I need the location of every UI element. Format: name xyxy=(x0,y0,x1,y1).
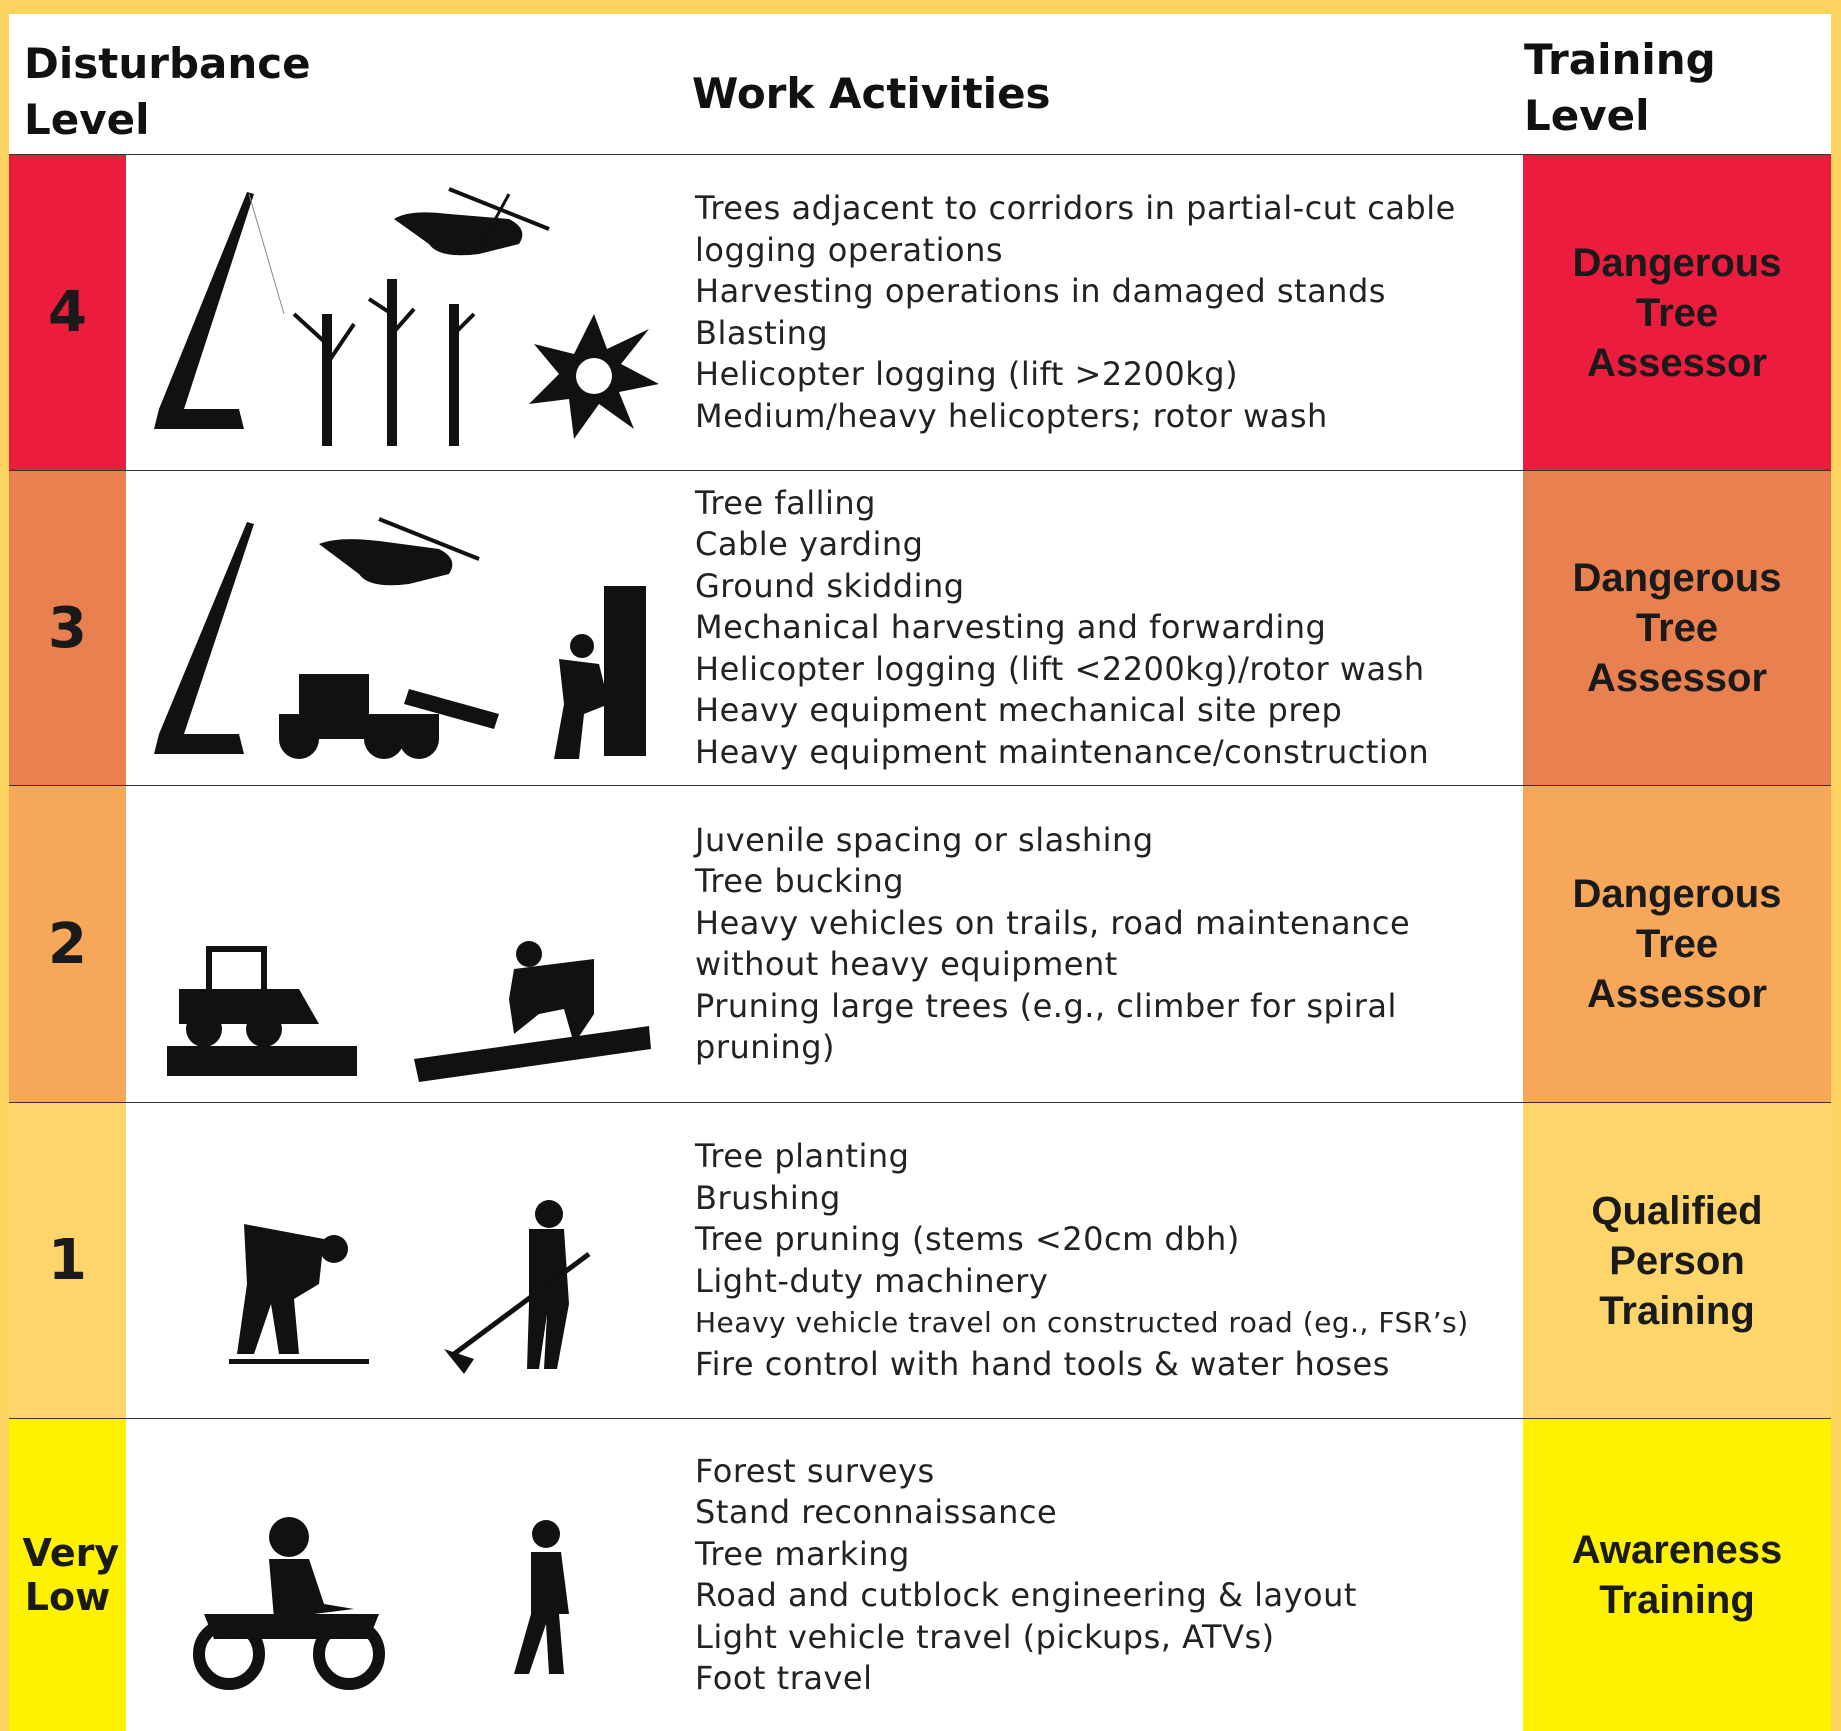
training-line: Dangerous xyxy=(1572,872,1782,916)
activity-line: Heavy equipment maintenance/construction xyxy=(695,732,1430,771)
training-line: Dangerous xyxy=(1572,240,1782,285)
activity-line: Ground skidding xyxy=(695,566,965,605)
disturbance-level: Very Low xyxy=(9,1419,126,1731)
training-line: Qualified xyxy=(1591,1188,1763,1233)
activity-line: Forest surveys xyxy=(695,1451,935,1490)
header-disturbance: Disturbance Level xyxy=(24,36,311,148)
level-text: 2 xyxy=(48,911,87,977)
table-row: 2 Juvenile spacing or slashing Tree buckin… xyxy=(9,785,1831,1102)
training-line: Tree xyxy=(1635,290,1719,335)
header-line: Level xyxy=(1524,91,1650,140)
activity-line: Stand reconnaissance xyxy=(695,1493,1058,1531)
activity-line: Road and cutblock engineering & layout xyxy=(695,1576,1357,1614)
level-text: Very Low xyxy=(22,1531,120,1619)
activity-line: pruning) xyxy=(695,1028,835,1066)
activity-line: Light-duty machinery xyxy=(695,1261,1049,1300)
training-line: Awareness xyxy=(1571,1528,1783,1572)
disturbance-level: 1 xyxy=(9,1103,126,1418)
table: Disturbance Level Work Activities Traini… xyxy=(9,14,1831,1731)
disturbance-level: 2 xyxy=(9,786,126,1102)
header-activities: Work Activities xyxy=(692,69,1051,118)
training-level: Dangerous Tree Assessor xyxy=(1523,786,1831,1102)
work-activities: Tree planting Brushing Tree pruning (stems… xyxy=(695,1103,1515,1418)
activity-line: Harvesting operations in damaged stands xyxy=(695,272,1386,310)
activity-line: Helicopter logging (lift <2200kg)/rotor … xyxy=(695,649,1425,688)
activity-line: Helicopter logging (lift >2200kg) xyxy=(695,355,1239,393)
brusher-icon xyxy=(444,1200,591,1374)
work-activities: Tree falling Cable yarding Ground skidding… xyxy=(695,471,1515,785)
faller-icon xyxy=(554,586,646,759)
activity-line: Tree falling xyxy=(695,483,876,522)
training-line: Dangerous xyxy=(1572,556,1782,600)
activity-line: Foot travel xyxy=(695,1659,873,1697)
activity-line: Mechanical harvesting and forwarding xyxy=(695,608,1327,647)
header-line: Level xyxy=(24,95,150,144)
helicopter-icon xyxy=(319,517,480,586)
work-activities: Forest surveys Stand reconnaissance Tree m… xyxy=(695,1419,1515,1731)
helicopter-icon xyxy=(394,187,550,256)
table-row: 3 Tree falling Cable yarding Ground skiddin… xyxy=(9,470,1831,785)
activity-line: Cable yarding xyxy=(695,525,924,564)
header-training: Training Level xyxy=(1524,32,1716,144)
activity-line: without heavy equipment xyxy=(695,945,1118,983)
activity-line: Heavy vehicles on trails, road maintenan… xyxy=(695,903,1411,942)
disturbance-level: 4 xyxy=(9,155,126,470)
activity-line: Light vehicle travel (pickups, ATVs) xyxy=(695,1617,1275,1656)
trees-icon xyxy=(292,279,476,446)
skidder-icon xyxy=(279,674,499,759)
activity-line: Tree pruning (stems <20cm dbh) xyxy=(695,1220,1240,1258)
work-activities: Trees adjacent to corridors in partial-c… xyxy=(695,155,1515,470)
activity-line: Heavy equipment mechanical site prep xyxy=(695,691,1343,730)
activity-line: Tree marking xyxy=(695,1534,910,1573)
crane-icon xyxy=(154,192,285,429)
training-level: Dangerous Tree Assessor xyxy=(1523,155,1831,470)
training-line: Tree xyxy=(1635,922,1719,966)
training-line: Tree xyxy=(1635,606,1719,650)
activity-line: Brushing xyxy=(695,1178,841,1217)
training-line: Training xyxy=(1599,1578,1755,1622)
walker-icon xyxy=(514,1520,569,1674)
explosion-icon xyxy=(529,314,659,439)
activity-line: Heavy vehicle travel on constructed road… xyxy=(695,1306,1469,1339)
training-line: Training xyxy=(1599,1288,1755,1333)
training-line: Assessor xyxy=(1586,340,1768,385)
activity-line: Pruning large trees (e.g., climber for s… xyxy=(695,986,1397,1025)
skid-steer-icon xyxy=(167,946,357,1076)
training-level: Qualified Person Training xyxy=(1523,1103,1831,1418)
training-line: Assessor xyxy=(1586,972,1768,1016)
activity-line: Tree bucking xyxy=(695,862,905,900)
table-row: 1 Tree planting Brushing Tree pruning (stem… xyxy=(9,1102,1831,1418)
header-line: Disturbance xyxy=(24,39,311,88)
activity-line: Trees adjacent to corridors in partial-c… xyxy=(695,189,1456,227)
crane-icon xyxy=(154,522,254,754)
disturbance-level: 3 xyxy=(9,471,126,785)
activity-line: Fire control with hand tools & water hos… xyxy=(695,1344,1390,1383)
bucker-icon xyxy=(414,941,651,1082)
table-row: Very Low Forest surveys Stand reconnaissan… xyxy=(9,1418,1831,1731)
planter-icon xyxy=(229,1224,369,1364)
atv-icon xyxy=(193,1517,385,1690)
level-text: 3 xyxy=(48,595,87,661)
activity-line: logging operations xyxy=(695,230,1004,269)
level-text: 1 xyxy=(48,1228,87,1293)
training-line: Assessor xyxy=(1586,656,1768,700)
level-text: 4 xyxy=(48,280,87,345)
icons xyxy=(154,187,659,1690)
table-row: 4 Trees adjacent to corridors in partial-… xyxy=(9,154,1831,470)
header-line: Training xyxy=(1524,35,1716,84)
activity-line: Medium/heavy helicopters; rotor wash xyxy=(695,396,1328,435)
training-level: Dangerous Tree Assessor xyxy=(1523,471,1831,785)
activity-line: Tree planting xyxy=(695,1137,910,1175)
training-line: Person xyxy=(1609,1238,1745,1283)
work-activities: Juvenile spacing or slashing Tree bucking… xyxy=(695,786,1515,1102)
activity-line: Juvenile spacing or slashing xyxy=(695,820,1154,859)
training-level: Awareness Training xyxy=(1523,1419,1831,1731)
activity-line: Blasting xyxy=(695,313,829,352)
